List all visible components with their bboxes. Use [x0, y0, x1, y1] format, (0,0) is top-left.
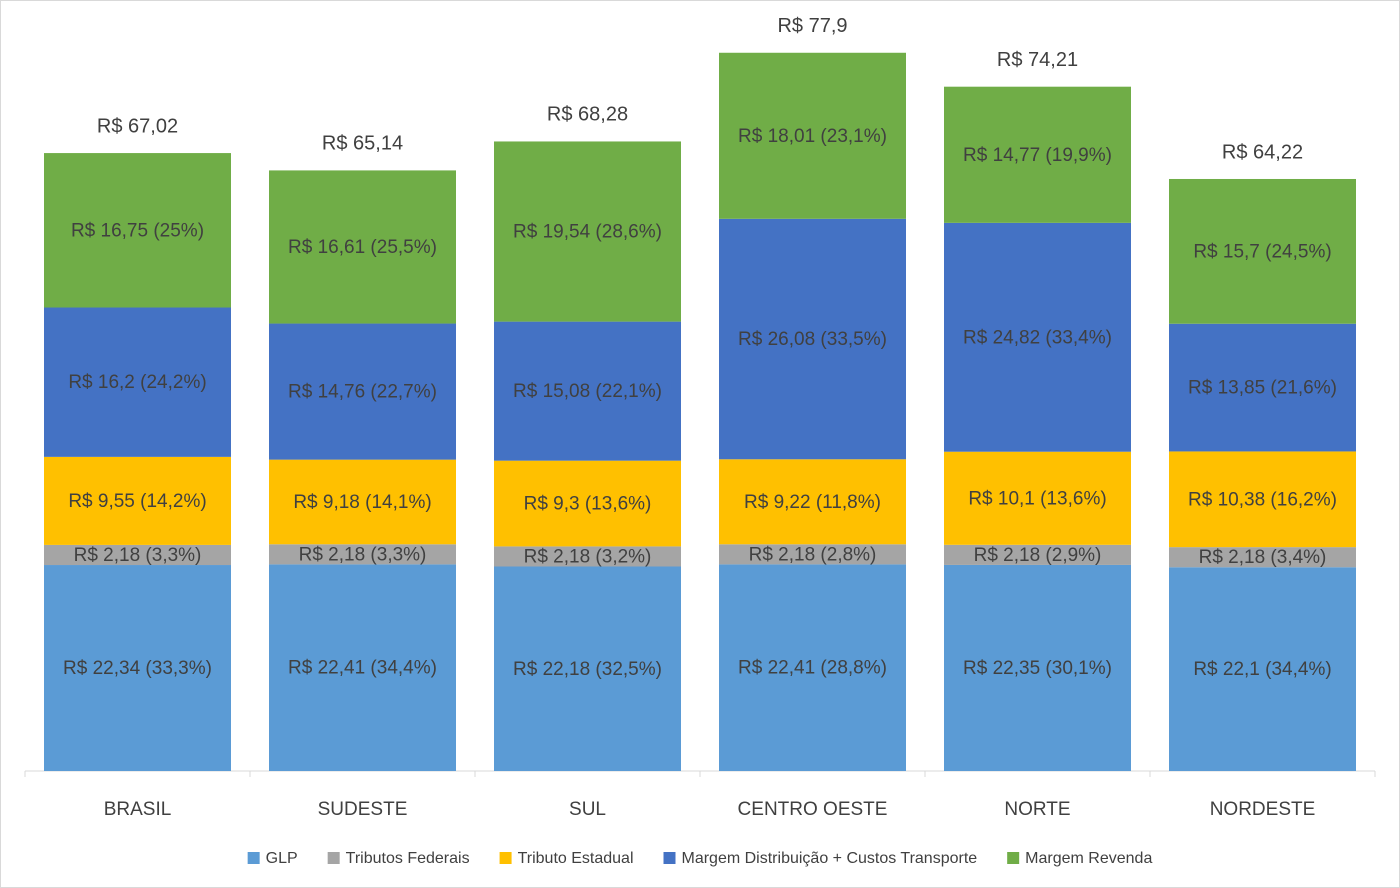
value-label: R$ 26,08 (33,5%) [738, 329, 887, 350]
x-tick-label: BRASIL [104, 799, 172, 820]
value-label: R$ 10,1 (13,6%) [968, 488, 1106, 509]
legend-swatch [663, 852, 676, 864]
value-label: R$ 19,54 (28,6%) [513, 222, 662, 243]
x-tick-label: NORDESTE [1210, 799, 1316, 820]
bar-segment [719, 218, 906, 460]
value-label: R$ 9,3 (13,6%) [524, 494, 652, 515]
value-label: R$ 14,76 (22,7%) [288, 382, 437, 403]
bar-segment [269, 544, 456, 565]
legend-label: Margem Revenda [1025, 850, 1152, 867]
legend-swatch [499, 852, 512, 864]
bar-segment [1169, 547, 1356, 568]
bar-segment [269, 323, 456, 460]
value-label: R$ 22,41 (28,8%) [738, 658, 887, 679]
legend-swatch [327, 852, 340, 864]
value-label: R$ 2,18 (3,2%) [524, 546, 652, 567]
total-label: R$ 64,22 [1222, 141, 1303, 163]
value-label: R$ 2,18 (2,8%) [749, 544, 877, 565]
value-label: R$ 22,35 (30,1%) [963, 658, 1112, 679]
bar-segment [719, 459, 906, 545]
bar-segment [944, 564, 1131, 771]
bar-segment [44, 153, 231, 308]
bar-segment [944, 451, 1131, 545]
legend-swatch [1007, 852, 1020, 864]
bar-segment [44, 456, 231, 545]
value-label: R$ 16,2 (24,2%) [68, 372, 206, 393]
value-label: R$ 9,22 (11,8%) [744, 492, 881, 513]
value-label: R$ 16,75 (25%) [71, 220, 204, 241]
total-label: R$ 74,21 [997, 49, 1078, 71]
value-label: R$ 22,41 (34,4%) [288, 658, 437, 679]
total-label: R$ 77,9 [777, 15, 847, 37]
legend-label: Tributo Estadual [518, 850, 634, 867]
bar-segment [944, 222, 1131, 452]
value-label: R$ 2,18 (3,3%) [299, 544, 427, 565]
bar-segment [494, 141, 681, 322]
bar-segment [1169, 178, 1356, 324]
bar-segment [494, 321, 681, 461]
legend-label: GLP [266, 850, 298, 867]
bar-segment [1169, 567, 1356, 771]
bar-segment [1169, 451, 1356, 548]
bar-segment [1169, 323, 1356, 452]
total-label: R$ 68,28 [547, 104, 628, 126]
x-tick-label: NORTE [1004, 799, 1070, 820]
value-label: R$ 22,1 (34,4%) [1193, 659, 1331, 680]
value-label: R$ 22,34 (33,3%) [63, 658, 212, 679]
bar-segment [44, 544, 231, 566]
bar-segment [719, 52, 906, 219]
legend-label: Tributos Federais [346, 850, 470, 867]
bar-segment [494, 566, 681, 771]
bar-segment [944, 86, 1131, 223]
bar-segment [44, 307, 231, 457]
bar-segment [269, 459, 456, 545]
value-label: R$ 15,08 (22,1%) [513, 381, 662, 402]
value-label: R$ 22,18 (32,5%) [513, 659, 662, 680]
value-label: R$ 14,77 (19,9%) [963, 145, 1112, 166]
bar-segment [44, 565, 231, 771]
value-label: R$ 10,38 (16,2%) [1188, 489, 1337, 510]
value-label: R$ 2,18 (3,4%) [1199, 547, 1327, 568]
bar-segment [719, 544, 906, 565]
legend-label: Margem Distribuição + Custos Transporte [682, 850, 978, 867]
value-label: R$ 2,18 (3,3%) [74, 545, 202, 566]
x-tick-label: SUDESTE [318, 799, 408, 820]
bar-segment [719, 564, 906, 771]
value-label: R$ 2,18 (2,9%) [974, 545, 1102, 566]
value-label: R$ 16,61 (25,5%) [288, 237, 437, 258]
x-tick-label: CENTRO OESTE [738, 799, 888, 820]
legend-swatch [247, 852, 260, 864]
value-label: R$ 18,01 (23,1%) [738, 126, 887, 147]
bar-segment [269, 170, 456, 324]
x-tick-label: SUL [569, 799, 606, 820]
value-label: R$ 9,18 (14,1%) [293, 492, 431, 513]
bar-segment [494, 460, 681, 547]
value-label: R$ 9,55 (14,2%) [68, 491, 206, 512]
bar-segment [269, 564, 456, 771]
value-label: R$ 15,7 (24,5%) [1193, 241, 1331, 262]
value-label: R$ 24,82 (33,4%) [963, 327, 1112, 348]
value-label: R$ 13,85 (21,6%) [1188, 378, 1337, 399]
bar-segment [944, 544, 1131, 565]
total-label: R$ 65,14 [322, 133, 403, 155]
total-label: R$ 67,02 [97, 115, 178, 137]
bar-segment [494, 546, 681, 567]
